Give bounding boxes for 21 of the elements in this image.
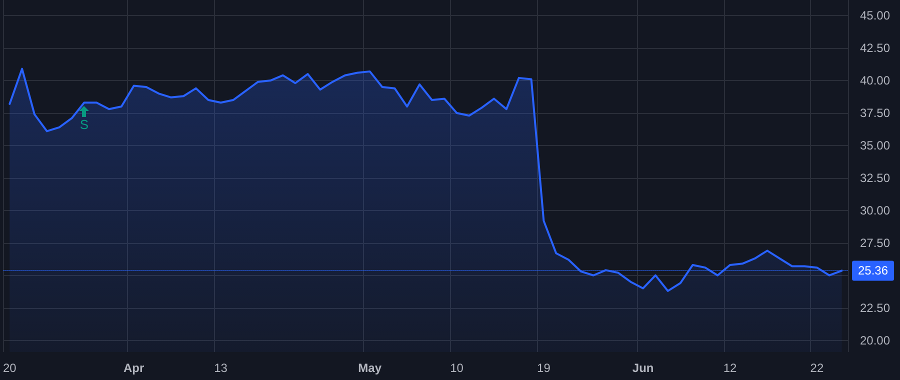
x-tick-label: 12: [723, 361, 738, 375]
y-tick-label: 40.00: [860, 74, 890, 88]
y-tick-label: 35.00: [860, 138, 890, 152]
y-tick-label: 37.50: [860, 106, 890, 120]
y-tick-label: 20.00: [860, 333, 890, 348]
y-tick-label: 32.50: [860, 170, 890, 185]
x-tick-label: 20: [2, 361, 17, 375]
x-tick-label: May: [358, 361, 382, 375]
y-tick-label: 42.50: [860, 41, 890, 56]
y-tick-label: 45.00: [860, 8, 890, 23]
x-tick-label: 22: [810, 361, 824, 375]
x-tick-label: 10: [450, 361, 464, 375]
x-tick-label: Jun: [632, 361, 654, 375]
y-tick-label: 22.50: [860, 300, 890, 315]
annotation: S: [80, 116, 88, 132]
ref-line-label: 25.36: [858, 264, 888, 278]
x-tick-label: 13: [214, 361, 228, 375]
y-tick-label: 30.00: [860, 203, 890, 218]
x-tick-label: Apr: [124, 361, 145, 375]
x-tick-label: 19: [537, 361, 551, 375]
y-tick-label: 27.50: [860, 236, 890, 250]
